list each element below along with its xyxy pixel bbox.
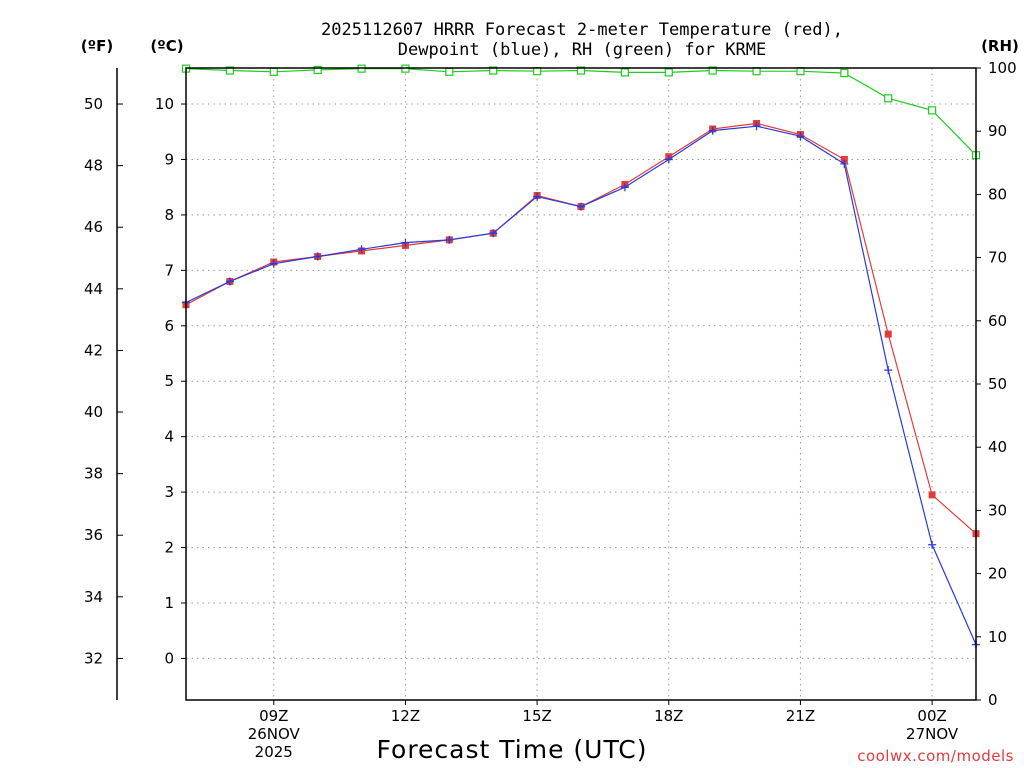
temperature-point — [928, 491, 936, 499]
axis-layer: 0123456789103234363840424446485001020304… — [84, 59, 1017, 761]
x-tick-label: 12Z — [391, 707, 420, 725]
dewpoint-point — [445, 235, 454, 244]
dewpoint-point — [533, 192, 542, 201]
fahrenheit-unit-label: (ºF) — [81, 37, 113, 55]
fahrenheit-tick-label: 38 — [84, 465, 103, 483]
celsius-unit-label: (ºC) — [150, 37, 183, 55]
plot-frame — [185, 67, 977, 701]
fahrenheit-tick-label: 32 — [84, 649, 103, 667]
dewpoint-point — [664, 155, 673, 164]
dewpoint-point — [708, 126, 717, 135]
rh-line — [185, 67, 977, 156]
rh-point — [664, 68, 673, 77]
fahrenheit-tick-label: 34 — [84, 588, 103, 606]
rh-point — [576, 66, 586, 75]
dewpoint-point — [401, 238, 410, 247]
rh-point — [313, 65, 322, 74]
dewpoint-point — [752, 122, 761, 131]
celsius-tick-label: 10 — [155, 95, 174, 113]
chart-title-line1: 2025112607 HRRR Forecast 2-meter Tempera… — [321, 20, 843, 40]
dewpoint-point — [884, 366, 893, 375]
temperature-line — [185, 122, 977, 535]
dewpoint-point — [225, 277, 234, 286]
x-tick-label: 09Z — [259, 707, 288, 725]
chart-title-line2: Dewpoint (blue), RH (green) for KRME — [398, 40, 766, 60]
rh-tick-label: 50 — [988, 375, 1007, 393]
rh-tick-label: 40 — [988, 438, 1007, 456]
rh-tick-label: 30 — [988, 501, 1007, 519]
celsius-tick-label: 6 — [164, 317, 174, 335]
temperature-point — [840, 155, 848, 163]
temperature-point — [884, 330, 892, 338]
celsius-tick-label: 2 — [164, 539, 174, 557]
rh-tick-label: 80 — [988, 185, 1007, 203]
rh-tick-label: 20 — [988, 565, 1007, 583]
x-tick-label: 2025 — [255, 743, 293, 761]
rh-point — [269, 67, 278, 76]
x-tick-label: 27NOV — [906, 725, 959, 743]
rh-tick-label: 0 — [988, 691, 998, 709]
celsius-tick-label: 9 — [164, 150, 174, 168]
x-tick-label: 15Z — [522, 707, 551, 725]
dewpoint-point — [269, 259, 278, 268]
fahrenheit-tick-label: 36 — [84, 526, 103, 544]
rh-point — [840, 68, 849, 78]
rh-tick-label: 100 — [988, 59, 1017, 77]
dewpoint-point — [928, 540, 937, 549]
fahrenheit-tick-label: 44 — [84, 280, 103, 298]
rh-point — [620, 68, 629, 77]
rh-point — [884, 94, 893, 103]
fahrenheit-tick-label: 42 — [84, 341, 103, 359]
celsius-tick-label: 3 — [164, 483, 174, 501]
rh-point — [225, 66, 234, 75]
celsius-tick-label: 4 — [164, 428, 174, 446]
series-layer — [181, 64, 981, 649]
x-axis-label: Forecast Time (UTC) — [377, 735, 648, 764]
x-tick-label: 21Z — [786, 707, 815, 725]
fahrenheit-tick-label: 48 — [84, 157, 103, 175]
rh-unit-label: (RH) — [981, 37, 1019, 55]
credit-link[interactable]: coolwx.com/models — [857, 747, 1014, 765]
dewpoint-point — [489, 229, 498, 238]
rh-tick-label: 60 — [988, 312, 1007, 330]
dewpoint-point — [840, 159, 849, 168]
dewpoint-point — [796, 132, 805, 141]
grid-layer — [186, 68, 976, 700]
x-tick-label: 18Z — [654, 707, 683, 725]
rh-point — [489, 66, 498, 75]
x-tick-label: 26NOV — [248, 725, 301, 743]
fahrenheit-tick-label: 40 — [84, 403, 103, 421]
dewpoint-point — [313, 252, 322, 261]
x-tick-label: 00Z — [917, 707, 946, 725]
celsius-tick-label: 8 — [164, 206, 174, 224]
rh-point — [928, 106, 937, 115]
fahrenheit-tick-label: 50 — [84, 95, 103, 113]
rh-tick-label: 90 — [988, 122, 1007, 140]
fahrenheit-tick-label: 46 — [84, 218, 103, 236]
celsius-tick-label: 7 — [164, 261, 174, 279]
dewpoint-point — [357, 245, 366, 254]
celsius-tick-label: 5 — [164, 372, 174, 390]
rh-tick-label: 70 — [988, 249, 1007, 267]
rh-tick-label: 10 — [988, 628, 1007, 646]
dewpoint-point — [577, 202, 585, 211]
rh-point — [708, 66, 717, 75]
dewpoint-point — [620, 183, 629, 192]
celsius-tick-label: 1 — [164, 594, 174, 612]
rh-point — [445, 67, 454, 76]
celsius-tick-label: 0 — [164, 649, 174, 667]
